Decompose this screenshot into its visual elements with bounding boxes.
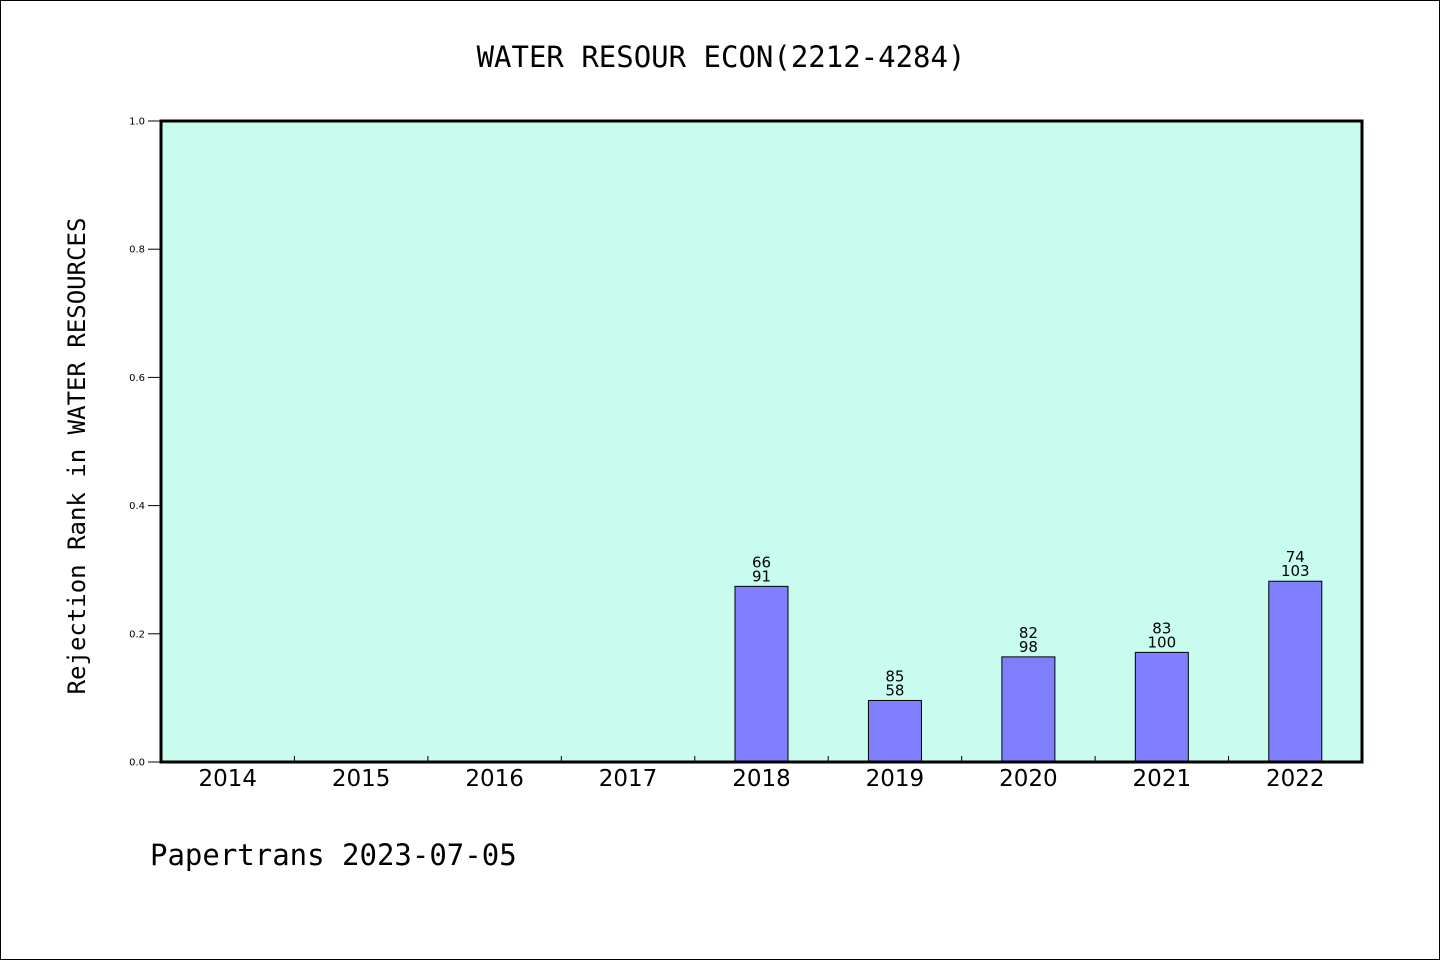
bar-label-bottom: 91 — [752, 567, 771, 585]
x-tick-label: 2015 — [332, 766, 391, 792]
bar-2021 — [1134, 651, 1189, 763]
bar-label-bottom: 103 — [1281, 562, 1310, 580]
bar-label-top: 74 — [1286, 548, 1305, 566]
chart-title: WATER RESOUR ECON(2212-4284) — [477, 40, 966, 74]
x-tick-label: 2018 — [732, 766, 791, 792]
bar-label-top: 83 — [1152, 619, 1171, 637]
footer-text: Papertrans 2023-07-05 — [150, 838, 517, 872]
bar-label-top: 82 — [1019, 624, 1038, 642]
y-tick-label: 0.4 — [129, 501, 145, 512]
y-axis-label: Rejection Rank in WATER RESOURCES — [63, 218, 91, 695]
x-tick-label: 2017 — [599, 766, 658, 792]
bar-label-bottom: 58 — [885, 681, 904, 699]
bar-label-bottom: 100 — [1148, 633, 1177, 651]
bar-2022 — [1268, 580, 1323, 763]
bars-layer — [734, 580, 1323, 763]
x-tick-label: 2021 — [1133, 766, 1192, 792]
y-tick-label: 0.0 — [129, 758, 145, 769]
bar-label-bottom: 98 — [1019, 638, 1038, 656]
y-tick-label: 0.6 — [129, 373, 145, 384]
x-axis-ticks: 2014 2015 2016 2017 2018 2019 2020 2021 2022 — [198, 756, 1325, 792]
bar-2020 — [1001, 656, 1056, 763]
bar-label-top: 85 — [885, 667, 904, 685]
y-tick-label: 1.0 — [129, 117, 145, 128]
bar-2018 — [734, 585, 789, 763]
bar-label-top: 66 — [752, 553, 771, 571]
bar-2019 — [867, 699, 922, 763]
x-tick-label: 2020 — [999, 766, 1058, 792]
x-tick-label: 2014 — [198, 766, 257, 792]
y-tick-label: 0.2 — [129, 629, 145, 640]
y-axis-ticks: 0.0 0.2 0.4 0.6 0.8 1.0 — [129, 117, 161, 769]
x-tick-label: 2022 — [1266, 766, 1325, 792]
y-tick-label: 0.8 — [129, 245, 145, 256]
plot-border — [159, 119, 1364, 764]
x-tick-label: 2019 — [866, 766, 925, 792]
x-tick-label: 2016 — [465, 766, 524, 792]
